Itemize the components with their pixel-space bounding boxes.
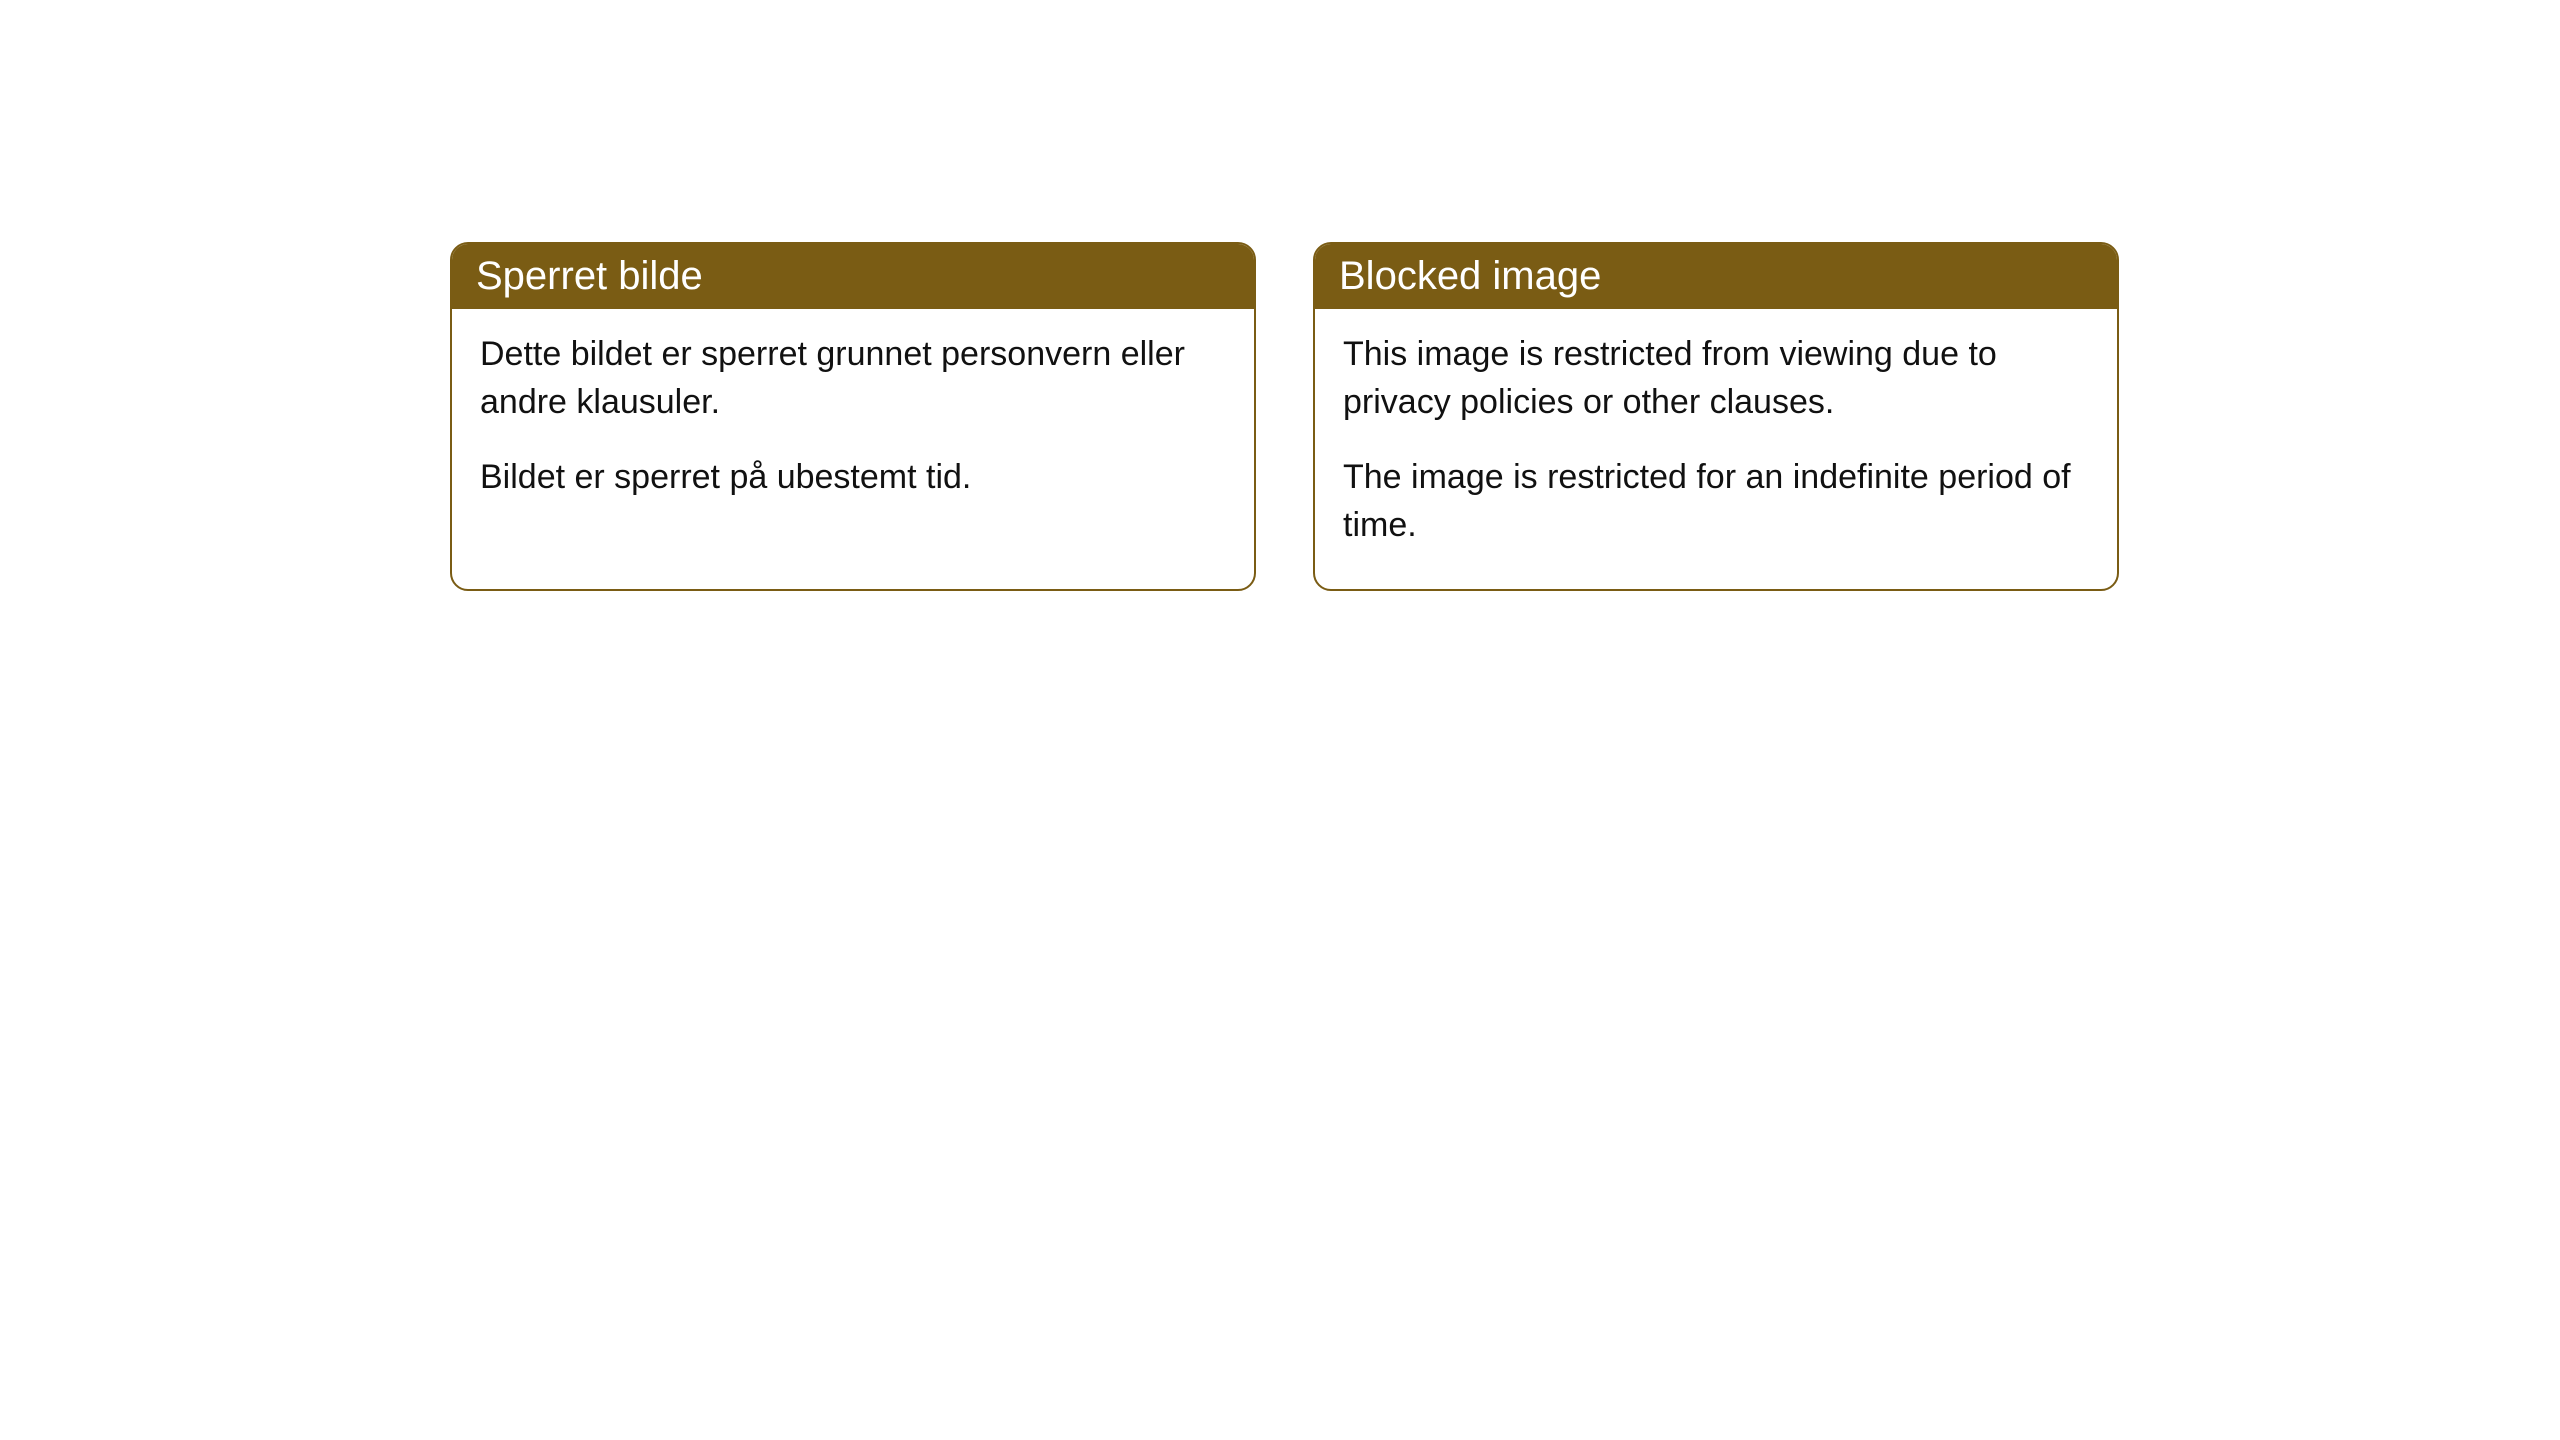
card-title-no: Sperret bilde — [476, 254, 703, 298]
card-paragraph-2-en: The image is restricted for an indefinit… — [1343, 454, 2089, 549]
card-body-en: This image is restricted from viewing du… — [1315, 309, 2117, 589]
cards-container: Sperret bilde Dette bildet er sperret gr… — [450, 242, 2119, 591]
card-paragraph-1-en: This image is restricted from viewing du… — [1343, 331, 2089, 426]
card-paragraph-1-no: Dette bildet er sperret grunnet personve… — [480, 331, 1226, 426]
card-header-en: Blocked image — [1315, 244, 2117, 309]
card-body-no: Dette bildet er sperret grunnet personve… — [452, 309, 1254, 542]
card-header-no: Sperret bilde — [452, 244, 1254, 309]
card-title-en: Blocked image — [1339, 254, 1601, 298]
blocked-image-card-no: Sperret bilde Dette bildet er sperret gr… — [450, 242, 1256, 591]
card-paragraph-2-no: Bildet er sperret på ubestemt tid. — [480, 454, 1226, 502]
blocked-image-card-en: Blocked image This image is restricted f… — [1313, 242, 2119, 591]
